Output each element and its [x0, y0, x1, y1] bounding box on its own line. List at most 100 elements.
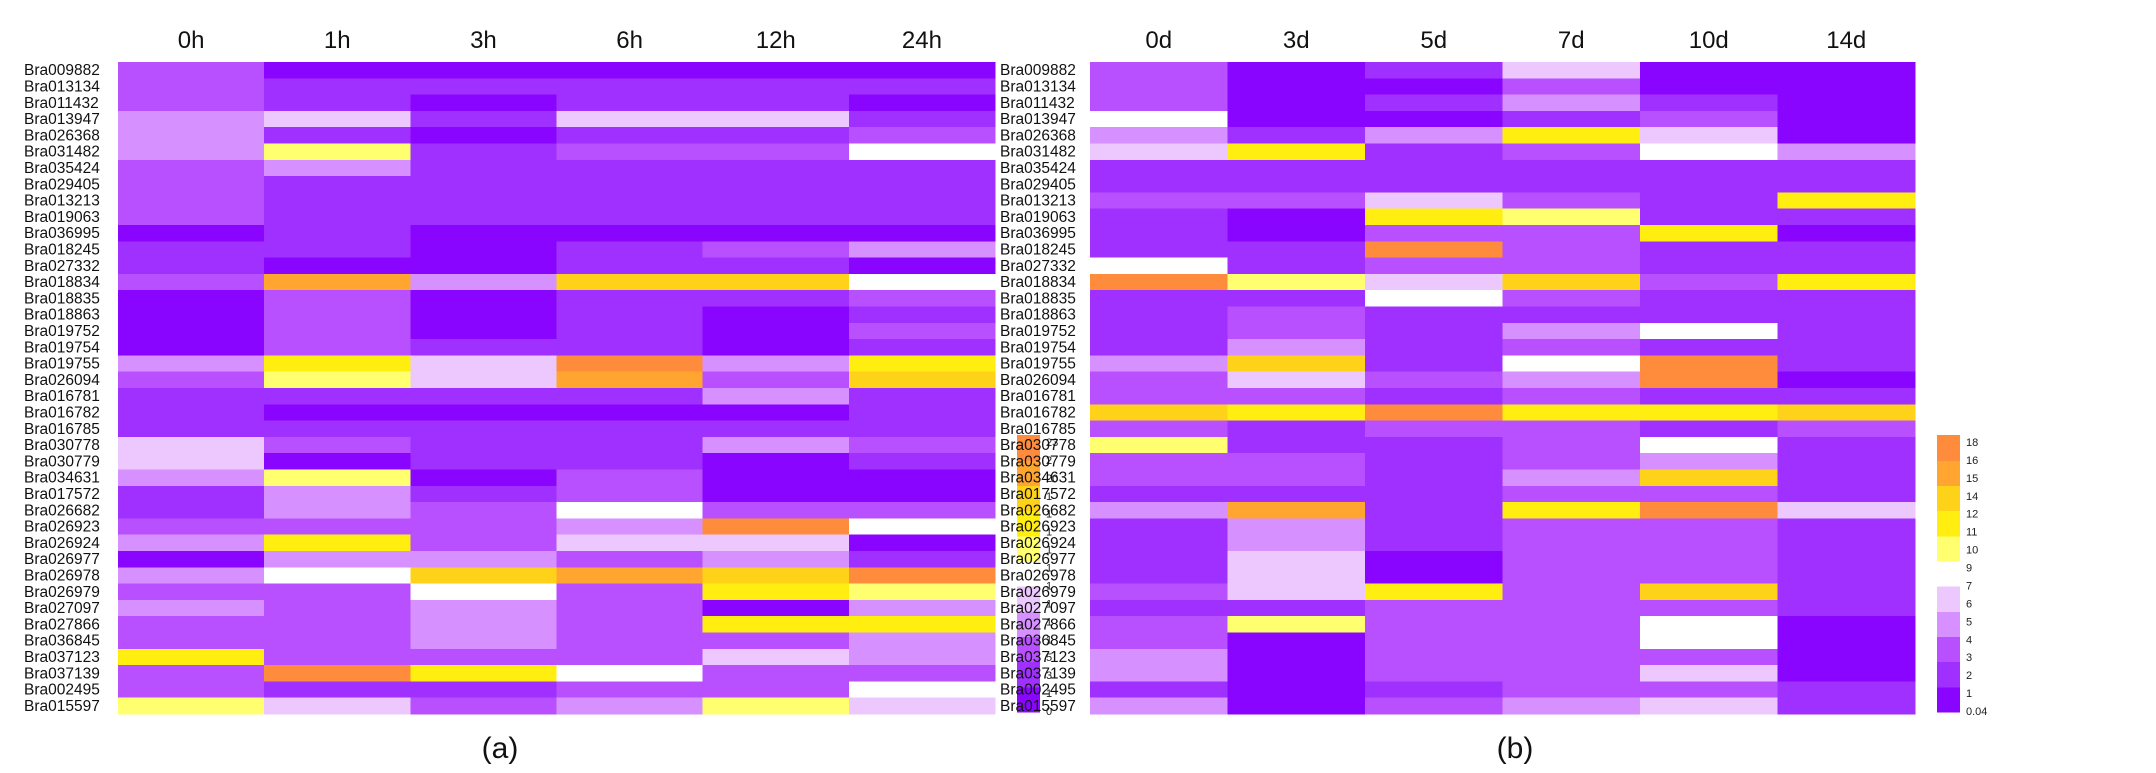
heat-cell: [556, 404, 704, 422]
panel-label: (a): [482, 732, 519, 765]
heat-cell: [1090, 485, 1229, 503]
heat-cell: [1090, 290, 1229, 308]
heat-cell: [702, 567, 850, 585]
heat-cell: [1090, 159, 1229, 177]
heat-cell: [1227, 159, 1366, 177]
heat-cell: [1227, 257, 1366, 275]
heat-cell: [410, 176, 558, 193]
heat-cell: [118, 322, 265, 340]
heat-cell: [1365, 388, 1504, 405]
heat-cell: [410, 192, 558, 210]
heat-cell: [118, 583, 265, 601]
row-label: Bra018245: [24, 241, 100, 258]
heat-cell: [264, 420, 411, 438]
heat-cell: [1090, 208, 1229, 226]
heat-cell: [848, 78, 996, 96]
heat-cell: [556, 648, 704, 666]
heat-cell: [702, 62, 850, 79]
heat-cell: [556, 306, 704, 324]
heat-cell: [702, 322, 850, 340]
heat-cell: [1090, 257, 1229, 275]
heat-cell: [1777, 62, 1916, 79]
legend-swatch: [1937, 460, 1960, 486]
heat-cell: [1777, 518, 1916, 536]
heat-cell: [410, 404, 558, 422]
heat-cell: [1502, 371, 1641, 389]
heat-cell: [1640, 599, 1779, 617]
heat-cell: [118, 599, 265, 617]
heat-cell: [118, 469, 265, 487]
row-label: Bra016785: [1000, 421, 1076, 438]
heat-cell: [1090, 273, 1229, 291]
heat-cell: [1502, 159, 1641, 177]
heat-cell: [1777, 371, 1916, 389]
heat-cell: [264, 665, 411, 682]
heat-cell: [1227, 192, 1366, 210]
heat-cell: [556, 322, 704, 340]
heat-cell: [702, 94, 850, 112]
row-label: Bra037123: [24, 649, 100, 666]
column-label: 3h: [470, 27, 497, 54]
heat-cell: [1640, 453, 1779, 471]
row-label: Bra030778: [1000, 437, 1076, 454]
heat-cell: [1090, 225, 1229, 242]
heat-cell: [410, 599, 558, 617]
heat-cell: [848, 355, 996, 373]
heat-cell: [118, 127, 265, 145]
row-label: Bra019752: [24, 323, 100, 340]
column-label: 6h: [616, 27, 643, 54]
heat-cell: [410, 436, 558, 454]
legend-tick-label: 1: [1046, 598, 1052, 610]
heat-cell: [410, 534, 558, 552]
heat-cell: [264, 453, 411, 471]
heat-cell: [556, 697, 704, 715]
heat-cell: [1777, 143, 1916, 161]
heat-cell: [702, 681, 850, 699]
heat-cell: [1090, 241, 1229, 259]
heat-cell: [410, 257, 558, 275]
heat-cell: [1502, 453, 1641, 471]
heat-cell: [118, 388, 265, 405]
heat-cell: [264, 176, 411, 193]
heat-cell: [1227, 62, 1366, 79]
heat-cell: [1227, 241, 1366, 259]
heat-cell: [1090, 518, 1229, 536]
heat-cell: [264, 127, 411, 145]
row-label: Bra016782: [24, 404, 100, 421]
heat-cell: [702, 453, 850, 471]
heat-cell: [1090, 110, 1229, 128]
heat-cell: [1777, 257, 1916, 275]
row-label: Bra026094: [24, 372, 100, 389]
heat-cell: [1090, 567, 1229, 585]
heat-cell: [1777, 192, 1916, 210]
heat-cell: [1365, 567, 1504, 585]
heat-cell: [556, 681, 704, 699]
legend-tick-label: 6: [1966, 598, 1972, 610]
legend-tick-label: 2: [1046, 455, 1052, 467]
heat-cell: [1777, 388, 1916, 405]
heat-cell: [1227, 388, 1366, 405]
heat-cell: [118, 567, 265, 585]
heat-cell: [1365, 485, 1504, 503]
heat-cell: [1227, 485, 1366, 503]
heat-cell: [264, 241, 411, 259]
heat-cell: [410, 62, 558, 79]
heat-cell: [1777, 697, 1916, 715]
legend-swatch: [1017, 560, 1040, 587]
heat-cell: [556, 257, 704, 275]
legend-tick-label: 11: [1966, 527, 1977, 539]
heat-cell: [1640, 273, 1779, 291]
heat-cell: [702, 273, 850, 291]
heat-cell: [1090, 62, 1229, 79]
heat-cell: [702, 632, 850, 650]
heat-cell: [1777, 567, 1916, 585]
heat-cell: [702, 355, 850, 373]
heat-cell: [1365, 371, 1504, 389]
row-label: Bra026978: [24, 567, 100, 584]
heat-cell: [1640, 159, 1779, 177]
heat-cell: [1227, 632, 1366, 650]
column-label: 0d: [1145, 27, 1172, 54]
heat-cell: [556, 339, 704, 356]
legend-tick-label: 3: [1046, 670, 1052, 682]
heat-cell: [848, 632, 996, 650]
